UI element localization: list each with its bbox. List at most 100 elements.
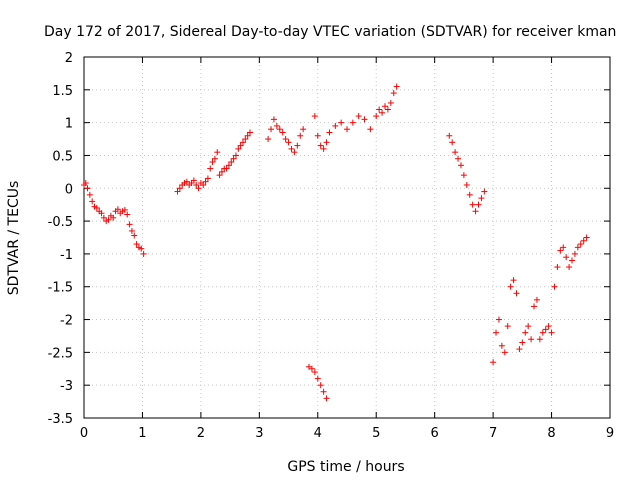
data-point [300, 126, 307, 133]
data-point [82, 180, 89, 187]
y-tick-label: 0 [65, 182, 73, 197]
data-point [86, 191, 93, 198]
x-tick-label: 6 [431, 426, 439, 441]
data-point [349, 119, 356, 126]
data-point [379, 109, 386, 116]
data-point [174, 188, 181, 195]
data-point [239, 139, 246, 146]
x-tick-label: 3 [255, 426, 263, 441]
data-point [218, 168, 225, 175]
data-point [235, 145, 242, 152]
data-point [202, 178, 209, 185]
data-point [569, 257, 576, 264]
x-tick-label: 7 [489, 426, 497, 441]
data-point [242, 136, 249, 143]
data-point [563, 254, 570, 261]
data-point [519, 339, 526, 346]
data-point [536, 336, 543, 343]
data-point [323, 395, 330, 402]
data-point [531, 303, 538, 310]
data-point [516, 346, 523, 353]
x-axis-label: GPS time / hours [287, 459, 404, 475]
y-tick-label: 2 [65, 51, 73, 66]
data-point [387, 99, 394, 106]
data-point [490, 359, 497, 366]
data-point [557, 247, 564, 254]
data-point [285, 139, 292, 146]
data-point [393, 83, 400, 90]
data-point [507, 283, 514, 290]
data-point [308, 365, 315, 372]
data-point [128, 227, 135, 234]
data-point [124, 211, 131, 218]
data-point [574, 244, 581, 251]
data-point [232, 152, 239, 159]
data-point [472, 208, 479, 215]
data-point [344, 126, 350, 133]
data-point [230, 155, 237, 162]
data-point [207, 165, 214, 172]
data-point [276, 126, 283, 133]
data-point [560, 244, 567, 251]
data-point [545, 323, 552, 330]
data-point [566, 264, 573, 271]
plot-frame [83, 56, 611, 419]
data-point [361, 116, 368, 123]
data-point [114, 206, 121, 213]
data-point [190, 177, 197, 184]
data-point [326, 129, 333, 136]
data-point [457, 162, 464, 169]
data-point [493, 329, 500, 336]
data-point [469, 201, 476, 208]
data-point [183, 178, 190, 185]
y-tick-label: -2.5 [48, 346, 73, 361]
data-point [481, 188, 488, 195]
data-point [138, 245, 145, 252]
data-point [338, 119, 345, 126]
x-tick-label: 2 [197, 426, 205, 441]
data-points [81, 83, 590, 402]
y-tick-label: 1 [65, 117, 73, 132]
data-point [548, 329, 555, 336]
data-point [452, 149, 459, 156]
data-point [237, 142, 244, 149]
data-point [193, 181, 200, 188]
x-tick-label: 5 [372, 426, 380, 441]
data-point [121, 206, 128, 213]
data-point [317, 142, 324, 149]
data-point [200, 181, 207, 188]
data-point [525, 323, 532, 330]
data-point [533, 296, 540, 303]
data-point [384, 106, 391, 113]
data-point [554, 264, 561, 271]
data-point [580, 237, 587, 244]
data-point [466, 191, 473, 198]
data-point [270, 116, 277, 123]
y-tick-label: 0.5 [52, 149, 73, 164]
data-point [311, 369, 318, 376]
data-point [195, 185, 202, 192]
data-point [244, 132, 251, 139]
data-point [460, 172, 467, 179]
data-point [288, 145, 295, 152]
y-tick-label: -3 [60, 379, 73, 394]
data-point [583, 234, 590, 241]
data-point [225, 162, 232, 169]
data-point [317, 382, 324, 389]
data-point [84, 185, 91, 192]
y-axis-label: SDTVAR / TECUs [6, 181, 22, 296]
x-tick-label: 9 [606, 426, 614, 441]
data-point [105, 216, 112, 223]
data-point [323, 139, 330, 146]
data-point [265, 136, 272, 143]
data-point [501, 349, 508, 356]
data-point [498, 342, 505, 349]
data-point [510, 277, 517, 284]
data-point [455, 155, 462, 162]
data-point [504, 323, 511, 330]
data-point [551, 283, 558, 290]
data-point [376, 106, 383, 113]
y-tick-label: -3.5 [48, 412, 73, 427]
data-point [273, 122, 280, 129]
data-point [314, 375, 321, 382]
